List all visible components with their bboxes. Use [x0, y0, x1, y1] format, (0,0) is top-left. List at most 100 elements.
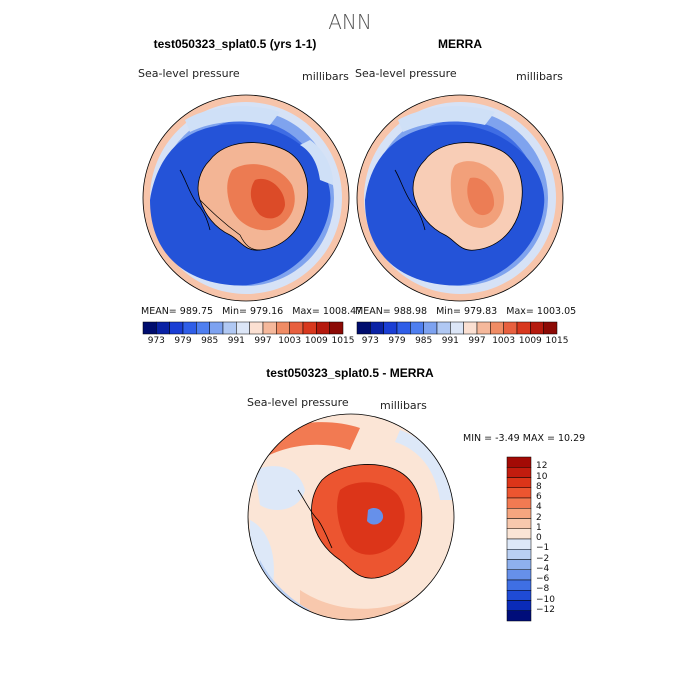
- colorbar-1-tick-label: 991: [227, 336, 245, 346]
- colorbar-1-swatch: [262, 321, 277, 335]
- colorbar-2-swatch: [450, 321, 464, 335]
- panel-2-max: 1003.05: [536, 306, 577, 317]
- panel-2-min: 979.83: [463, 306, 498, 317]
- colorbar-2-tick-label: 1003: [492, 336, 516, 346]
- panel-1-units-label: millibars: [302, 70, 349, 83]
- colorbar-2-swatch: [503, 321, 518, 335]
- panel-2-field-label: Sea-level pressure: [355, 67, 457, 80]
- panel-1-max: 1008.47: [322, 306, 363, 317]
- colorbar-2-tick-label: 985: [415, 336, 433, 346]
- colorbar-2-swatch: [383, 321, 398, 335]
- colorbar-diff-tick-label: −8: [536, 584, 550, 595]
- colorbar-2-swatch: [476, 321, 491, 335]
- colorbar-diff-swatch: [506, 467, 532, 478]
- colorbar-diff-tick-label: −12: [536, 604, 555, 615]
- colorbar-1-tick-label: 979: [174, 336, 192, 346]
- colorbar-diff-swatch: [506, 528, 532, 540]
- colorbar-1-tick-label: 997: [254, 336, 272, 346]
- colorbar-diff-swatch: [506, 549, 532, 560]
- colorbar-1-swatch: [156, 321, 170, 335]
- colorbar-2-swatch: [530, 321, 544, 335]
- colorbar-2-swatch: [356, 321, 371, 335]
- colorbar-diff-tick-label: 10: [536, 471, 548, 482]
- colorbar-1-swatch: [236, 321, 250, 335]
- colorbar-2-swatch: [463, 321, 478, 335]
- colorbar-2-swatch: [436, 321, 451, 335]
- panel-3-max: 10.29: [557, 433, 586, 444]
- colorbar-2-swatch: [370, 321, 384, 335]
- colorbar-1-swatch: [249, 321, 264, 335]
- colorbar-2-tick-label: 1015: [545, 336, 569, 346]
- panel-1-mean: 989.75: [179, 306, 214, 317]
- panel-3-stats: MIN = -3.49 MAX = 10.29: [463, 433, 586, 444]
- colorbar-diff-swatch: [506, 579, 532, 591]
- colorbar-2-tick-label: 979: [388, 336, 406, 346]
- colorbar-diff-swatch: [506, 487, 532, 499]
- panel-2-title: MERRA: [438, 37, 482, 51]
- colorbar-diff-tick-label: −2: [536, 553, 550, 564]
- colorbar-1-swatch: [222, 321, 237, 335]
- colorbar-1-swatch: [302, 321, 317, 335]
- colorbar-diff-swatch: [506, 456, 532, 468]
- colorbar-diff-swatch: [506, 477, 532, 488]
- colorbar-diff-tick-label: −10: [536, 594, 555, 605]
- colorbar-diff-swatch: [506, 559, 532, 570]
- colorbar-1-swatch: [329, 321, 344, 335]
- colorbar-2-swatch: [410, 321, 424, 335]
- colorbar-diff-tick-label: 1: [536, 522, 542, 533]
- panel-1-min: 979.16: [249, 306, 284, 317]
- colorbar-1-tick-label: 1015: [331, 336, 355, 346]
- colorbar-1-tick-label: 985: [201, 336, 219, 346]
- colorbar-2: [356, 321, 558, 335]
- colorbar-1-swatch: [182, 321, 197, 335]
- panel-2-stats: MEAN= 988.98 Min= 979.83 Max= 1003.05: [355, 306, 577, 317]
- colorbar-2-tick-label: 997: [468, 336, 486, 346]
- colorbar-1-swatch: [209, 321, 224, 335]
- colorbar-diff-ticks: 12 10 8 6 4 2 1 0 −1 −2 −4 −6 −8 −10 −12: [536, 457, 566, 621]
- panel-3-title: test050323_splat0.5 - MERRA: [266, 366, 434, 380]
- colorbar-2-swatch: [396, 321, 411, 335]
- colorbar-2-ticks: 973 979 985 991 997 1003 1009 1015: [357, 336, 569, 348]
- colorbar-1-swatch: [196, 321, 210, 335]
- colorbar-2-swatch: [490, 321, 504, 335]
- panel-3-units-label: millibars: [380, 399, 427, 412]
- panel-2-mean: 988.98: [393, 306, 428, 317]
- colorbar-diff-swatch: [506, 600, 532, 611]
- colorbar-2-swatch: [423, 321, 438, 335]
- colorbar-diff-swatch: [506, 518, 532, 529]
- colorbar-2-tick-label: 1009: [518, 336, 542, 346]
- colorbar-1-tick-label: 973: [147, 336, 165, 346]
- colorbar-1-swatch: [142, 321, 157, 335]
- colorbar-diff-swatch: [506, 538, 532, 550]
- panel-1-field-label: Sea-level pressure: [138, 67, 240, 80]
- colorbar-1-swatch: [276, 321, 290, 335]
- colorbar-diff-tick-label: −1: [536, 543, 550, 554]
- colorbar-diff-tick-label: 6: [536, 492, 542, 502]
- colorbar-diff-swatch: [506, 497, 532, 509]
- colorbar-diff: [506, 456, 532, 622]
- colorbar-diff-tick-label: 12: [536, 461, 548, 472]
- colorbar-2-swatch: [516, 321, 531, 335]
- colorbar-diff-swatch: [506, 569, 532, 581]
- colorbar-diff-tick-label: −4: [536, 563, 550, 574]
- colorbar-diff-swatch: [506, 508, 532, 519]
- colorbar-diff-tick-label: −6: [536, 574, 550, 584]
- colorbar-1-tick-label: 1009: [304, 336, 328, 346]
- colorbar-2-tick-label: 991: [441, 336, 459, 346]
- colorbar-1-swatch: [289, 321, 304, 335]
- colorbar-diff-swatch: [506, 610, 532, 622]
- colorbar-diff-tick-label: 0: [536, 533, 542, 543]
- colorbar-1-swatch: [169, 321, 184, 335]
- panel-3-field-label: Sea-level pressure: [247, 396, 349, 409]
- page-title: ANN: [328, 10, 372, 34]
- colorbar-1-ticks: 973 979 985 991 997 1003 1009 1015: [143, 336, 355, 348]
- colorbar-diff-tick-label: 4: [536, 502, 542, 513]
- panel-1-stats: MEAN= 989.75 Min= 979.16 Max= 1008.47: [141, 306, 363, 317]
- panel-2-units-label: millibars: [516, 70, 563, 83]
- colorbar-diff-tick-label: 2: [536, 512, 542, 523]
- panel-1-title: test050323_splat0.5 (yrs 1-1): [153, 37, 317, 51]
- panel-3-min: -3.49: [495, 433, 520, 444]
- colorbar-1-swatch: [316, 321, 330, 335]
- colorbar-1: [142, 321, 344, 335]
